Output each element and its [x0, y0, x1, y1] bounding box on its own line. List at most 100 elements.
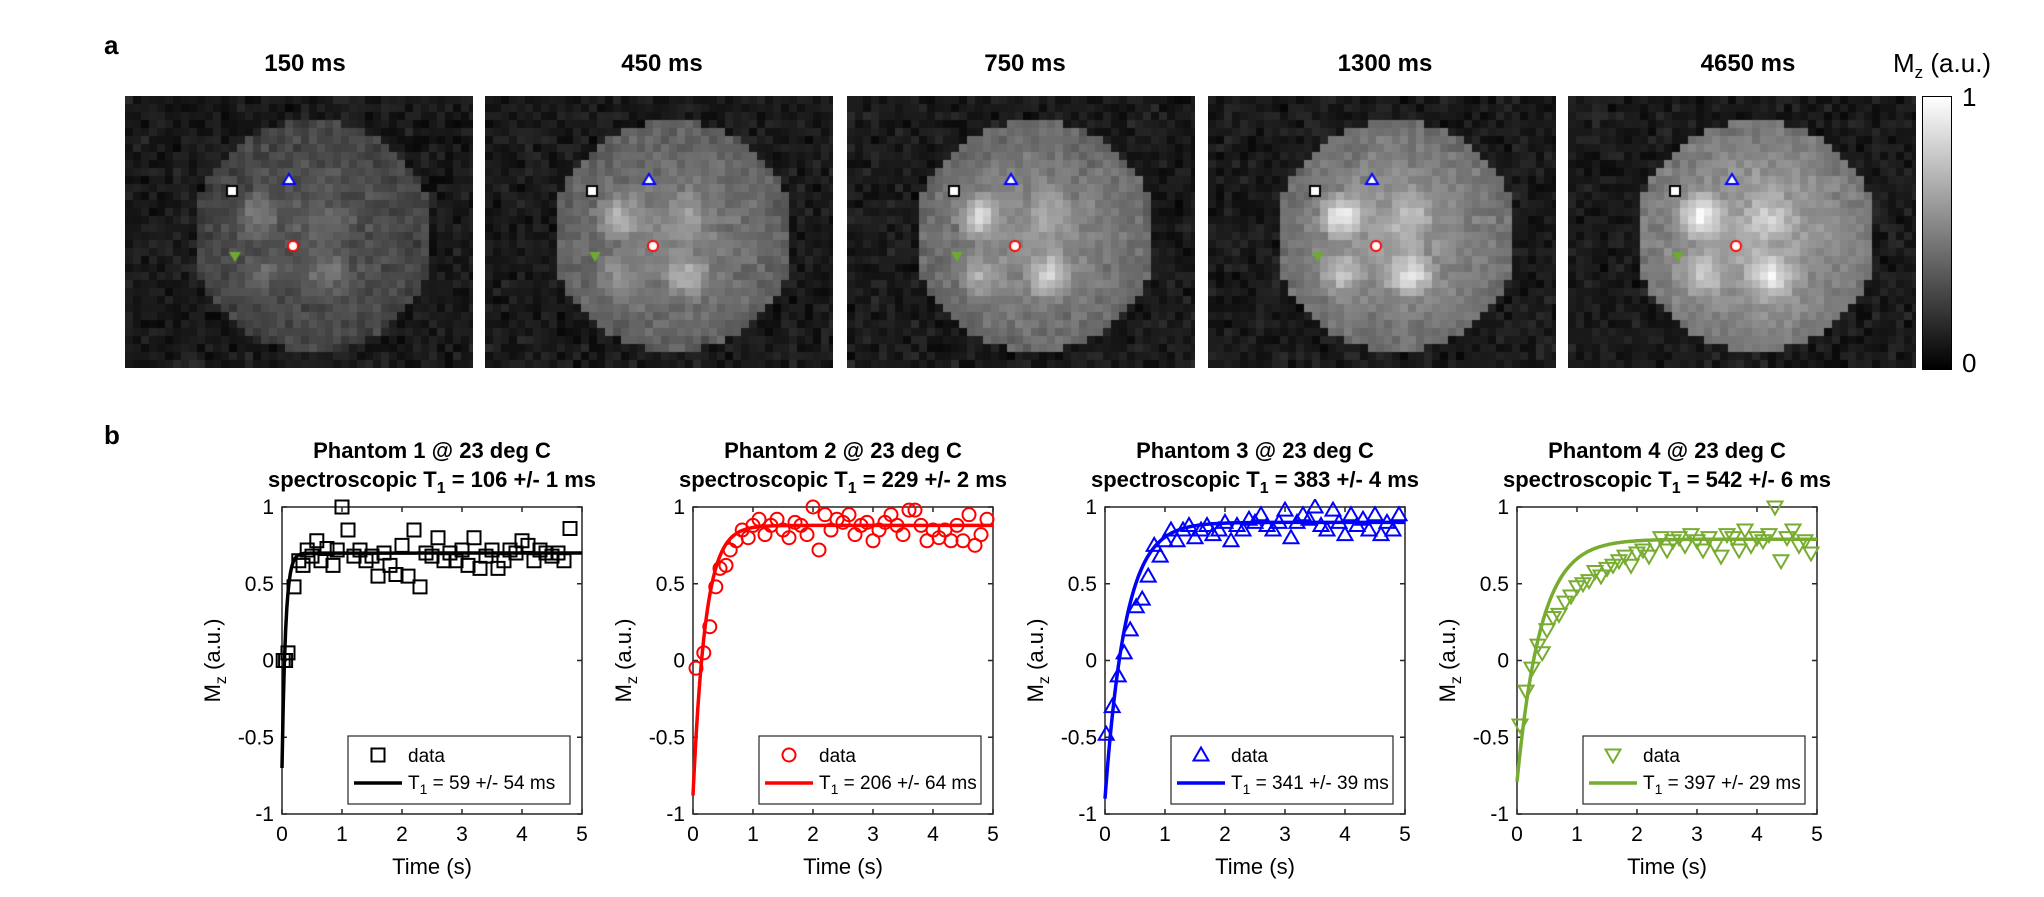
data-point — [907, 502, 923, 518]
data-point — [1335, 525, 1355, 542]
colorbar-min-label: 0 — [1962, 348, 1977, 378]
data-point — [325, 557, 341, 573]
x-tick-label: 1 — [1571, 823, 1583, 846]
data-point — [1359, 520, 1379, 537]
panel-b-label: b — [104, 420, 120, 450]
data-point — [1771, 554, 1791, 571]
data-point — [1108, 666, 1128, 683]
x-tick-label: 5 — [576, 823, 588, 846]
y-tick-label: 1 — [262, 496, 274, 519]
colorbar-label: Mz (a.u.) — [1893, 48, 1992, 83]
x-tick-label: 4 — [1751, 823, 1763, 846]
x-tick-label: 0 — [687, 823, 699, 846]
mri-canvas — [125, 96, 473, 368]
data-point — [1132, 589, 1152, 606]
data-point — [1609, 554, 1629, 571]
colorbar — [1922, 96, 1952, 370]
mri-canvas — [1208, 96, 1556, 368]
y-tick-label: 0.5 — [656, 573, 685, 596]
data-point — [811, 542, 827, 558]
y-tick-label: 1 — [673, 496, 685, 519]
data-point — [702, 619, 718, 635]
legend-marker — [781, 747, 797, 763]
plot-subtitle: spectroscopic T1 = 106 +/- 1 ms — [268, 467, 596, 497]
x-tick-label: 0 — [1099, 823, 1111, 846]
legend-box — [758, 735, 982, 805]
y-tick-label: -1 — [666, 803, 685, 826]
y-axis-label: Mz (a.u.) — [1435, 619, 1465, 703]
data-point — [1549, 607, 1569, 624]
data-point — [412, 579, 428, 595]
data-point — [1185, 528, 1205, 545]
y-tick-label: -0.5 — [1473, 726, 1509, 749]
x-tick-label: 4 — [927, 823, 939, 846]
y-tick-label: -1 — [255, 803, 274, 826]
image-title-750ms: 750 ms — [984, 50, 1066, 77]
data-point — [370, 568, 386, 584]
mri-image-4650ms — [1568, 96, 1916, 368]
y-tick-label: -0.5 — [1061, 726, 1097, 749]
data-point — [466, 530, 482, 546]
data-point — [1138, 566, 1158, 583]
mri-canvas — [485, 96, 833, 368]
data-point — [1191, 520, 1211, 537]
data-point — [1615, 549, 1635, 566]
data-point — [1765, 500, 1785, 517]
y-tick-label: 0.5 — [245, 573, 274, 596]
x-tick-label: 2 — [396, 823, 408, 846]
x-tick-label: 4 — [1339, 823, 1351, 846]
x-tick-label: 4 — [516, 823, 528, 846]
data-point — [514, 533, 530, 549]
x-tick-label: 2 — [807, 823, 819, 846]
x-tick-label: 3 — [867, 823, 879, 846]
x-axis-label: Time (s) — [1627, 854, 1707, 879]
data-point — [562, 520, 578, 536]
y-tick-label: 1 — [1497, 496, 1509, 519]
data-point — [1275, 500, 1295, 517]
data-point — [1305, 499, 1325, 514]
mri-canvas — [1568, 96, 1916, 368]
data-point — [304, 548, 320, 564]
x-tick-label: 5 — [1399, 823, 1411, 846]
data-point — [1687, 534, 1707, 551]
legend-fit-label: T1 = 397 +/- 29 ms — [1643, 773, 1801, 797]
plot-subtitle: spectroscopic T1 = 383 +/- 4 ms — [1091, 467, 1419, 497]
y-tick-label: -1 — [1078, 803, 1097, 826]
colorbar-max-label: 1 — [1962, 82, 1977, 112]
x-axis-label: Time (s) — [803, 854, 883, 879]
data-point — [1735, 523, 1755, 540]
x-tick-label: 0 — [276, 823, 288, 846]
y-tick-label: 1 — [1085, 496, 1097, 519]
y-tick-label: 0 — [1085, 650, 1097, 673]
legend-data-label: data — [819, 746, 856, 767]
image-title-450ms: 450 ms — [621, 50, 703, 77]
x-axis-label: Time (s) — [1215, 854, 1295, 879]
y-tick-label: 0 — [1497, 650, 1509, 673]
plot-subtitle: spectroscopic T1 = 542 +/- 6 ms — [1503, 467, 1831, 497]
data-point — [1263, 520, 1283, 537]
legend-fit-label: T1 = 341 +/- 39 ms — [1231, 773, 1389, 797]
data-point — [1150, 546, 1170, 563]
legend-data-label: data — [1643, 746, 1680, 767]
data-point — [1603, 558, 1623, 575]
data-point — [364, 548, 380, 564]
data-point — [1639, 549, 1659, 566]
data-point — [901, 502, 917, 518]
data-point — [1729, 543, 1749, 560]
data-point — [1537, 623, 1557, 640]
data-point — [1579, 574, 1599, 591]
plot-phantom-4: Phantom 4 @ 23 deg C spectroscopic T1 = 5… — [1435, 438, 1831, 879]
x-tick-label: 3 — [456, 823, 468, 846]
data-point — [1591, 569, 1611, 586]
legend-marker — [1191, 745, 1211, 762]
data-point — [319, 540, 335, 556]
data-point — [1353, 509, 1373, 526]
x-axis-label: Time (s) — [392, 854, 472, 879]
panel-a-label: a — [104, 30, 119, 60]
x-tick-label: 0 — [1511, 823, 1523, 846]
data-point — [1585, 564, 1605, 581]
data-point — [1711, 549, 1731, 566]
data-point — [973, 527, 989, 543]
x-tick-label: 1 — [336, 823, 348, 846]
y-tick-label: -0.5 — [238, 726, 274, 749]
